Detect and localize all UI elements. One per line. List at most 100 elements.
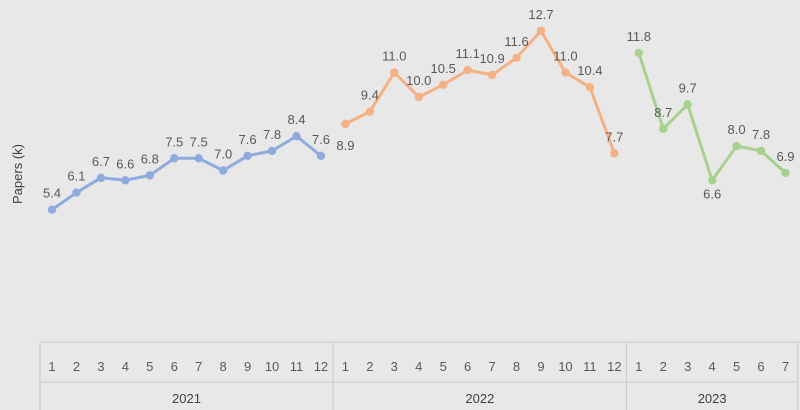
x-tick-label: 5 <box>146 359 153 374</box>
data-label: 6.7 <box>92 154 110 169</box>
series-line-2022 <box>344 29 616 154</box>
data-point <box>561 68 570 77</box>
data-label: 11.1 <box>455 46 479 61</box>
data-point <box>610 149 619 158</box>
data-point <box>463 65 472 75</box>
data-point <box>170 154 179 163</box>
x-tick-label: 8 <box>513 359 520 374</box>
data-point <box>756 146 766 156</box>
data-point <box>316 151 326 160</box>
data-point <box>781 168 790 178</box>
group-year-label: 2023 <box>698 391 727 406</box>
data-label: 10.9 <box>479 51 504 66</box>
x-tick-label: 10 <box>265 359 279 374</box>
x-tick-label: 2 <box>660 359 667 374</box>
data-point <box>121 176 130 185</box>
data-label: 7.0 <box>214 147 232 162</box>
data-label: 6.6 <box>116 156 134 171</box>
data-label: 8.9 <box>336 138 354 153</box>
data-point <box>439 80 448 89</box>
x-tick-label: 4 <box>709 359 716 374</box>
x-tick-label: 6 <box>171 359 178 374</box>
x-tick-label: 4 <box>415 359 422 374</box>
data-label: 5.4 <box>43 186 61 201</box>
data-label: 11.6 <box>504 34 528 49</box>
x-tick-label: 1 <box>342 359 349 374</box>
x-tick-label: 12 <box>607 359 621 374</box>
data-label: 7.6 <box>239 132 257 147</box>
data-label: 6.6 <box>703 186 721 201</box>
data-label: 6.9 <box>776 149 794 164</box>
x-tick-label: 11 <box>583 359 597 374</box>
data-point <box>292 132 301 141</box>
data-point <box>414 92 423 102</box>
data-point <box>659 124 668 134</box>
x-tick-label: 7 <box>488 359 495 374</box>
data-point <box>634 48 643 58</box>
data-point <box>732 141 741 151</box>
data-point <box>683 100 692 109</box>
data-label: 11.8 <box>627 29 651 44</box>
data-point <box>390 68 399 77</box>
data-label: 7.8 <box>263 127 281 142</box>
data-label: 7.6 <box>312 132 330 147</box>
y-axis-label: Papers (k) <box>10 144 25 204</box>
x-tick-label: 4 <box>122 359 129 374</box>
x-tick-label: 6 <box>757 359 764 374</box>
data-label: 9.4 <box>361 88 379 103</box>
data-point <box>365 107 375 116</box>
data-point <box>341 119 350 129</box>
data-point <box>536 26 546 36</box>
x-tick-label: 3 <box>684 359 691 374</box>
data-label: 11.0 <box>553 49 577 64</box>
x-tick-label: 7 <box>782 359 789 374</box>
data-label: 7.8 <box>752 127 770 142</box>
x-tick-label: 12 <box>314 359 328 374</box>
x-tick-label: 5 <box>733 359 740 374</box>
data-point <box>72 188 81 197</box>
x-tick-label: 3 <box>97 359 104 374</box>
data-point <box>585 83 595 92</box>
x-tick-label: 5 <box>440 359 447 374</box>
x-tick-label: 11 <box>290 359 304 374</box>
data-label: 6.8 <box>141 151 159 166</box>
data-label: 8.7 <box>654 105 672 120</box>
x-tick-label: 1 <box>48 359 55 374</box>
data-point <box>145 171 154 180</box>
group-year-label: 2021 <box>172 391 201 406</box>
x-tick-label: 2 <box>73 359 80 374</box>
data-label: 9.7 <box>679 80 697 95</box>
data-point <box>218 166 228 175</box>
x-tick-label: 3 <box>391 359 398 374</box>
x-tick-label: 1 <box>635 359 642 374</box>
data-point <box>267 146 277 156</box>
data-point <box>243 151 252 160</box>
data-label: 11.0 <box>382 49 406 64</box>
x-tick-label: 7 <box>195 359 202 374</box>
data-point <box>487 70 497 80</box>
plot-area: 5.4 6.1 6.7 6.6 6.8 7.5 7.5 7.0 7.6 7.8 8.4 7.6 8.9 9… <box>43 7 795 214</box>
data-label: 7.5 <box>165 134 183 149</box>
series-line-2021 <box>51 134 322 211</box>
data-label: 8.0 <box>728 122 746 137</box>
data-point <box>194 154 203 163</box>
data-label: 10.0 <box>406 73 431 88</box>
group-year-label: 2022 <box>465 391 494 406</box>
data-label: 7.5 <box>190 134 208 149</box>
data-point <box>47 205 57 214</box>
data-label: 10.4 <box>577 63 602 78</box>
x-tick-label: 8 <box>220 359 227 374</box>
x-tick-label: 2 <box>366 359 373 374</box>
data-label: 6.1 <box>67 169 85 184</box>
data-label: 8.4 <box>287 112 305 127</box>
data-label: 10.5 <box>431 61 456 76</box>
data-label: 7.7 <box>605 129 623 144</box>
x-tick-label: 9 <box>244 359 251 374</box>
x-tick-label: 10 <box>558 359 572 374</box>
x-tick-label: 9 <box>537 359 544 374</box>
x-tick-label: 6 <box>464 359 471 374</box>
data-point <box>512 53 521 62</box>
data-label: 12.7 <box>528 7 553 22</box>
